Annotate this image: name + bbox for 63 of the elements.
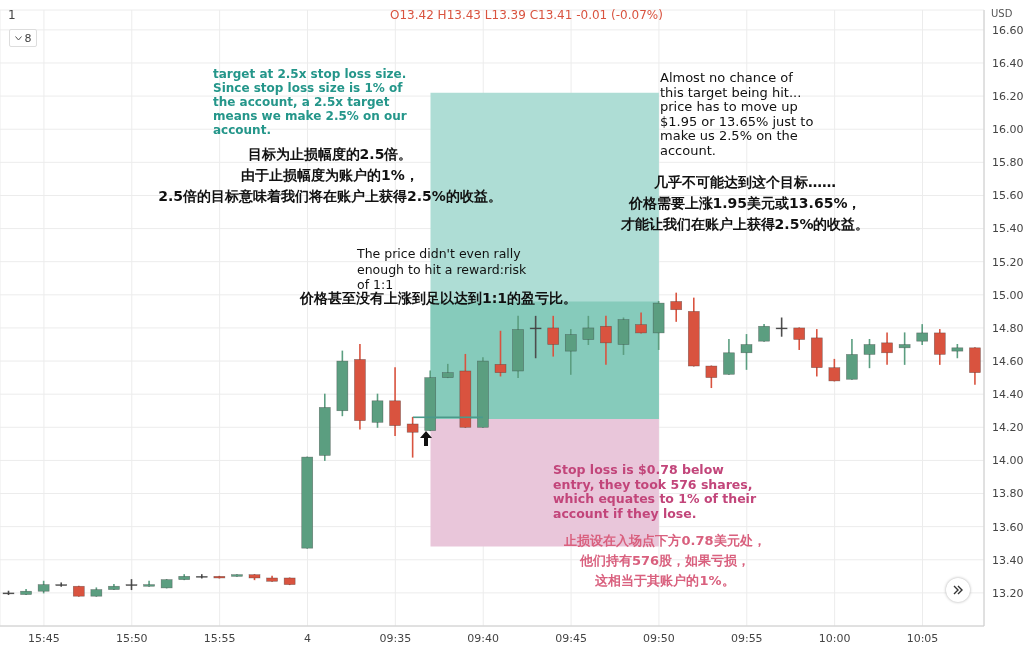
- candlestick: [793, 326, 806, 351]
- x-tick-label: 09:50: [643, 631, 675, 645]
- x-tick-label: 09:55: [730, 631, 763, 645]
- text: USD: [991, 8, 1013, 19]
- y-tick-label: 16.40: [992, 56, 1024, 70]
- y-tick-label: 13.80: [992, 487, 1024, 501]
- x-tick-label: 10:00: [818, 631, 851, 645]
- collapse-control: 8: [9, 29, 37, 47]
- y-tick-label: 16.60: [992, 23, 1024, 37]
- annotation: 价格甚至没有上涨到足以达到1:1的盈亏比。: [300, 290, 579, 307]
- annotation: Almost no chance of this target being hit... price has to move up $1.95 or 13.65% just to make us 2.5% on the account.: [660, 70, 815, 158]
- candlestick: [916, 323, 929, 346]
- annotation: The price didn't even rally enough to hit a reward:risk of 1:1: [357, 246, 527, 292]
- candlestick: [600, 315, 612, 366]
- y-tick-label: 14.00: [992, 454, 1024, 468]
- x-tick-label: 10:05: [906, 631, 939, 645]
- x-tick-label: 4: [304, 631, 311, 645]
- x-tick-label: 15:45: [28, 631, 60, 645]
- y-tick-label: 13.20: [992, 586, 1024, 600]
- y-tick-label: 16.00: [992, 123, 1024, 137]
- candlestick: [564, 328, 577, 376]
- candlestick: [775, 316, 788, 338]
- candlestick: [635, 311, 647, 335]
- y-tick-label: 14.40: [992, 388, 1024, 402]
- y-tick-label: 13.60: [992, 520, 1024, 534]
- chart-title: 1: [8, 8, 16, 22]
- y-tick-label: 15.60: [992, 189, 1024, 203]
- y-tick-label: 15.80: [992, 156, 1024, 170]
- annotation: O13.42 H13.43 L13.39 C13.41 -0.01 (-0.07%): [390, 8, 664, 22]
- y-tick-label: 14.60: [992, 354, 1024, 368]
- candlestick: [670, 291, 683, 323]
- candlestick: [881, 331, 893, 366]
- y-tick-label: 15.20: [992, 255, 1024, 269]
- candlestick: [740, 333, 753, 371]
- x-tick-label: 15:55: [203, 631, 236, 645]
- candlestick: [547, 315, 560, 358]
- annotation: Stop loss is $0.78 below entry, they took 576 shares, which equates to 1% of their account if they lose.: [553, 462, 758, 521]
- x-tick-label: 09:35: [379, 631, 412, 645]
- annotation: 止损设在入场点下方0.78美元处，他们持有576股，如果亏损，这相当于其账户的1%。: [563, 532, 767, 590]
- x-tick-label: 09:45: [555, 631, 587, 645]
- x-tick-label: 09:40: [467, 631, 500, 645]
- y-tick-label: 14.20: [992, 421, 1024, 435]
- candlestick: [898, 331, 911, 366]
- x-tick-label: 15:50: [115, 631, 148, 645]
- candlestick: [494, 329, 507, 378]
- y-tick-label: 15.40: [992, 222, 1024, 236]
- candlestick: [406, 416, 419, 459]
- annotation: target at 2.5x stop loss size. Since stop loss size is 1% of the account, a 2.5x target means we make 2.5% on our account.: [213, 67, 408, 137]
- annotation: 几乎不可能达到这个目标……价格需要上涨1.95美元或13.65%，才能让我们在账户上获得2.5%的收益。: [619, 173, 871, 234]
- candlestick: [828, 358, 841, 383]
- candlestick: [529, 315, 542, 360]
- candlestick: [863, 338, 876, 369]
- annotation: 8: [24, 31, 32, 45]
- candlestick: [933, 328, 946, 366]
- candlestick: [705, 364, 718, 389]
- y-tick-label: 13.40: [992, 553, 1024, 567]
- y-tick-label: 15.00: [992, 288, 1024, 302]
- candlestick: [582, 315, 595, 346]
- candlestick: [371, 392, 384, 429]
- y-tick-label: 14.80: [992, 321, 1024, 335]
- annotation: 目标为止损幅度的2.5倍。由于止损幅度为账户的1%，2.5倍的目标意味着我们将在账户上获得2.5%的收益。: [157, 145, 503, 206]
- y-tick-label: 16.20: [992, 90, 1024, 104]
- candlestick: [723, 338, 735, 376]
